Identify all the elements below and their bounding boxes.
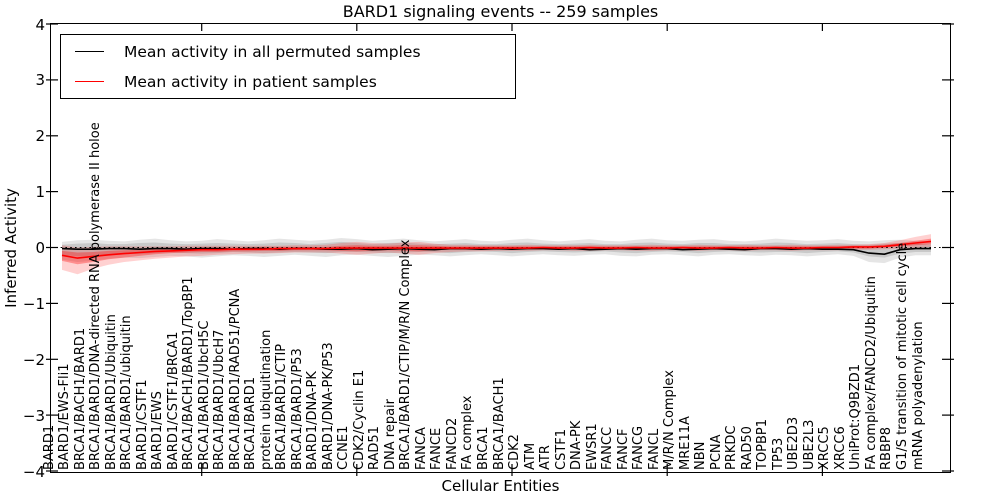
y-tick-label: −1 xyxy=(22,294,45,313)
y-tick-label: 3 xyxy=(35,71,45,90)
y-tick-label: −3 xyxy=(22,406,45,425)
y-tick-label: 4 xyxy=(35,15,45,34)
y-tick-label: 2 xyxy=(35,127,45,146)
chart-title: BARD1 signaling events -- 259 samples xyxy=(342,2,659,21)
legend-item-permuted: Mean activity in all permuted samples xyxy=(75,41,515,63)
legend-line-black xyxy=(75,51,104,52)
legend-label-patient: Mean activity in patient samples xyxy=(124,72,377,91)
x-axis-label: Cellular Entities xyxy=(441,477,560,495)
y-tick-label: 1 xyxy=(35,183,45,202)
legend-item-patient: Mean activity in patient samples xyxy=(75,71,515,93)
legend-line-red xyxy=(75,81,104,82)
mean-line-patient xyxy=(61,240,932,259)
y-tick-label: −4 xyxy=(22,462,45,481)
y-tick-label: 0 xyxy=(35,239,45,258)
band-permuted-0 xyxy=(62,238,931,264)
legend: Mean activity in all permuted samples Me… xyxy=(60,34,516,99)
band-permuted-1 xyxy=(62,241,931,258)
y-tick-label: −2 xyxy=(22,350,45,369)
legend-label-permuted: Mean activity in all permuted samples xyxy=(124,42,421,61)
chart-canvas xyxy=(46,23,954,476)
